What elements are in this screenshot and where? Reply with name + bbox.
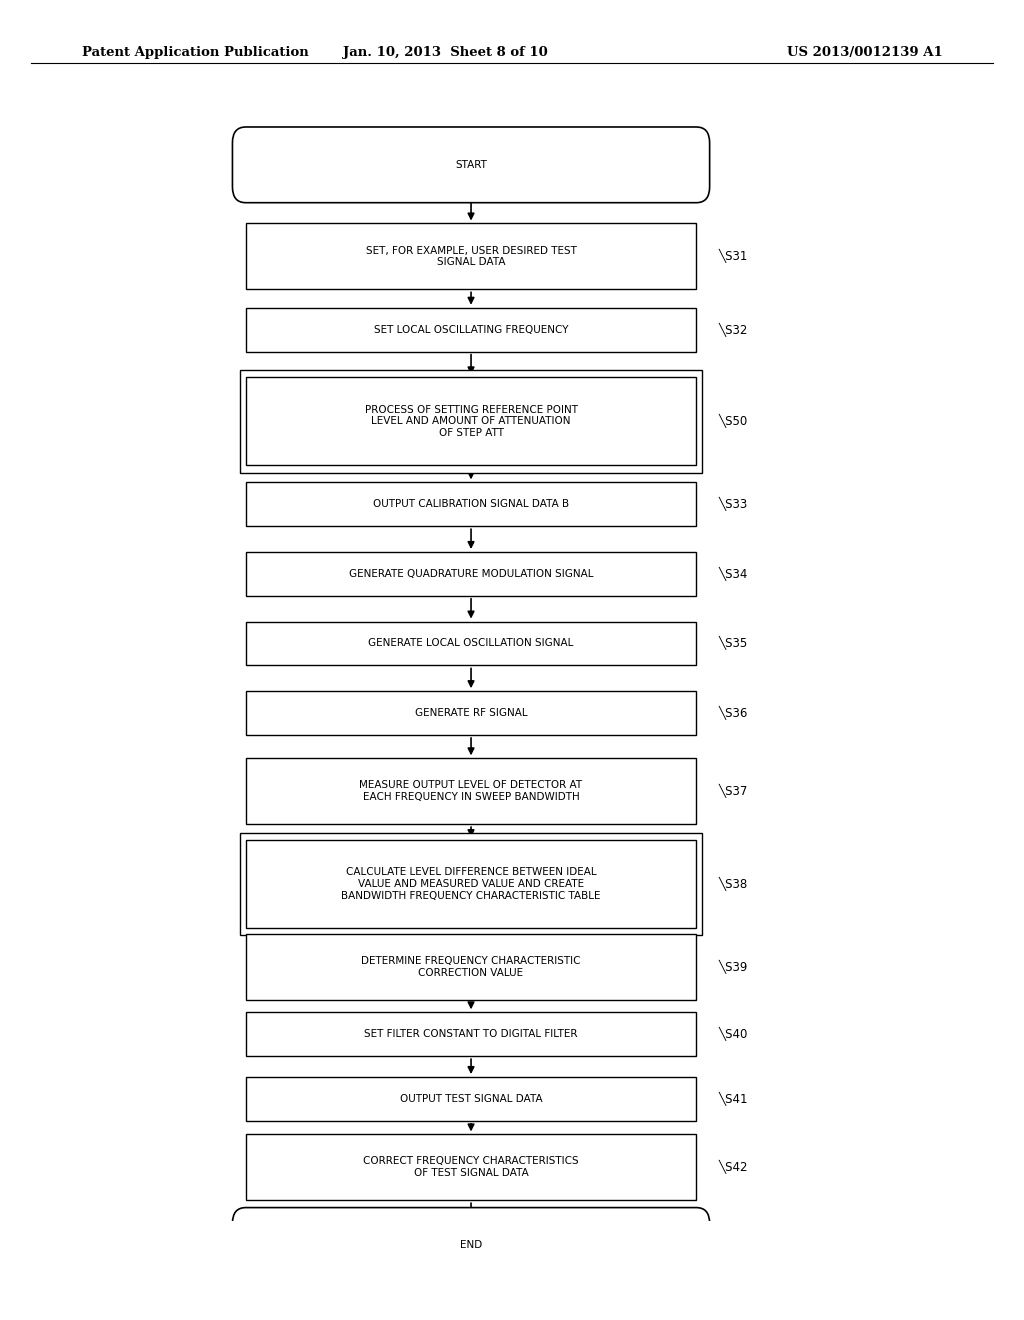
Bar bbox=[246, 1077, 696, 1121]
Text: ╲S31: ╲S31 bbox=[719, 249, 749, 264]
Bar bbox=[246, 223, 696, 289]
Bar bbox=[246, 308, 696, 351]
Text: OUTPUT TEST SIGNAL DATA: OUTPUT TEST SIGNAL DATA bbox=[399, 1094, 543, 1104]
Bar bbox=[246, 935, 696, 1001]
Text: ╲S32: ╲S32 bbox=[719, 322, 749, 337]
Text: ╲S42: ╲S42 bbox=[719, 1160, 749, 1175]
Text: US 2013/0012139 A1: US 2013/0012139 A1 bbox=[787, 46, 943, 59]
Text: ╲S41: ╲S41 bbox=[719, 1092, 749, 1106]
Text: GENERATE LOCAL OSCILLATION SIGNAL: GENERATE LOCAL OSCILLATION SIGNAL bbox=[369, 639, 573, 648]
Text: ╲S38: ╲S38 bbox=[719, 876, 749, 891]
Text: ╲S39: ╲S39 bbox=[719, 960, 749, 974]
Text: CALCULATE LEVEL DIFFERENCE BETWEEN IDEAL
VALUE AND MEASURED VALUE AND CREATE
BAN: CALCULATE LEVEL DIFFERENCE BETWEEN IDEAL… bbox=[341, 867, 601, 900]
Text: ╲S40: ╲S40 bbox=[719, 1027, 749, 1041]
Text: CORRECT FREQUENCY CHARACTERISTICS
OF TEST SIGNAL DATA: CORRECT FREQUENCY CHARACTERISTICS OF TES… bbox=[364, 1156, 579, 1177]
Bar bbox=[246, 1012, 696, 1056]
Bar bbox=[246, 840, 696, 928]
FancyBboxPatch shape bbox=[232, 127, 710, 203]
Text: END: END bbox=[460, 1241, 482, 1250]
Text: PROCESS OF SETTING REFERENCE POINT
LEVEL AND AMOUNT OF ATTENUATION
OF STEP ATT: PROCESS OF SETTING REFERENCE POINT LEVEL… bbox=[365, 405, 578, 438]
Text: GENERATE QUADRATURE MODULATION SIGNAL: GENERATE QUADRATURE MODULATION SIGNAL bbox=[349, 569, 593, 579]
Text: ╲S35: ╲S35 bbox=[719, 636, 749, 651]
Text: SET, FOR EXAMPLE, USER DESIRED TEST
SIGNAL DATA: SET, FOR EXAMPLE, USER DESIRED TEST SIGN… bbox=[366, 246, 577, 267]
Bar bbox=[246, 482, 696, 527]
Bar bbox=[246, 622, 696, 665]
FancyBboxPatch shape bbox=[232, 1208, 710, 1283]
Text: ╲S50: ╲S50 bbox=[719, 414, 749, 428]
Text: ╲S37: ╲S37 bbox=[719, 784, 749, 799]
Bar bbox=[246, 758, 696, 824]
Text: SET FILTER CONSTANT TO DIGITAL FILTER: SET FILTER CONSTANT TO DIGITAL FILTER bbox=[365, 1030, 578, 1039]
Text: ╲S34: ╲S34 bbox=[719, 566, 749, 581]
Bar bbox=[246, 552, 696, 595]
Text: Patent Application Publication: Patent Application Publication bbox=[82, 46, 308, 59]
Text: ╲S36: ╲S36 bbox=[719, 706, 749, 721]
Text: SET LOCAL OSCILLATING FREQUENCY: SET LOCAL OSCILLATING FREQUENCY bbox=[374, 325, 568, 335]
Bar bbox=[246, 378, 696, 465]
Bar bbox=[240, 833, 702, 936]
Text: Jan. 10, 2013  Sheet 8 of 10: Jan. 10, 2013 Sheet 8 of 10 bbox=[343, 46, 548, 59]
Bar bbox=[240, 370, 702, 473]
Text: OUTPUT CALIBRATION SIGNAL DATA B: OUTPUT CALIBRATION SIGNAL DATA B bbox=[373, 499, 569, 510]
Text: DETERMINE FREQUENCY CHARACTERISTIC
CORRECTION VALUE: DETERMINE FREQUENCY CHARACTERISTIC CORRE… bbox=[361, 956, 581, 978]
Text: MEASURE OUTPUT LEVEL OF DETECTOR AT
EACH FREQUENCY IN SWEEP BANDWIDTH: MEASURE OUTPUT LEVEL OF DETECTOR AT EACH… bbox=[359, 780, 583, 803]
Text: ╲S33: ╲S33 bbox=[719, 498, 749, 511]
Bar bbox=[246, 1134, 696, 1200]
Text: START: START bbox=[455, 160, 487, 170]
Text: GENERATE RF SIGNAL: GENERATE RF SIGNAL bbox=[415, 708, 527, 718]
Bar bbox=[246, 692, 696, 735]
